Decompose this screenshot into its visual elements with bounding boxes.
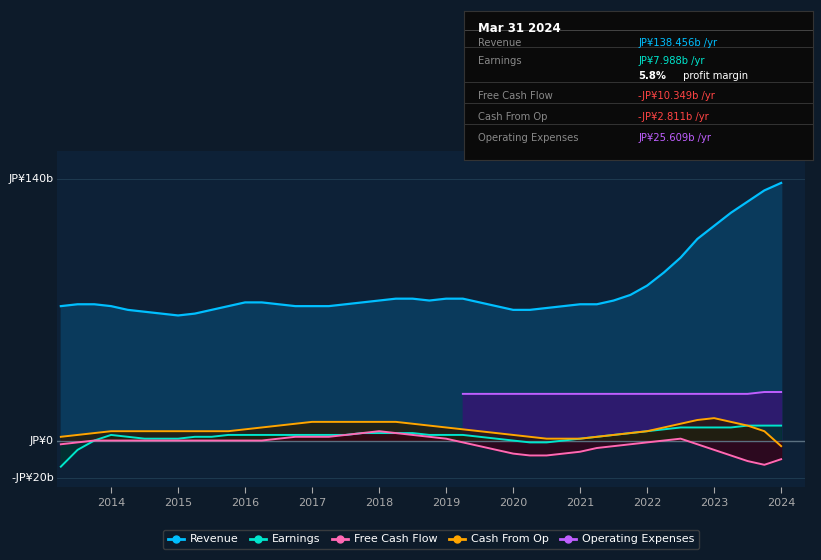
- Text: Free Cash Flow: Free Cash Flow: [478, 91, 553, 101]
- Text: JP¥25.609b /yr: JP¥25.609b /yr: [639, 133, 711, 143]
- Text: Cash From Op: Cash From Op: [478, 112, 548, 122]
- Text: -JP¥20b: -JP¥20b: [11, 473, 53, 483]
- Text: profit margin: profit margin: [680, 71, 748, 81]
- Legend: Revenue, Earnings, Free Cash Flow, Cash From Op, Operating Expenses: Revenue, Earnings, Free Cash Flow, Cash …: [163, 530, 699, 549]
- Text: Earnings: Earnings: [478, 56, 521, 66]
- Text: -JP¥10.349b /yr: -JP¥10.349b /yr: [639, 91, 715, 101]
- Text: JP¥7.988b /yr: JP¥7.988b /yr: [639, 56, 704, 66]
- Text: JP¥140b: JP¥140b: [8, 174, 53, 184]
- Text: JP¥138.456b /yr: JP¥138.456b /yr: [639, 38, 718, 48]
- Text: 5.8%: 5.8%: [639, 71, 667, 81]
- Text: -JP¥2.811b /yr: -JP¥2.811b /yr: [639, 112, 709, 122]
- Text: Operating Expenses: Operating Expenses: [478, 133, 578, 143]
- Text: Mar 31 2024: Mar 31 2024: [478, 22, 561, 35]
- Text: JP¥0: JP¥0: [30, 436, 53, 446]
- Text: Revenue: Revenue: [478, 38, 521, 48]
